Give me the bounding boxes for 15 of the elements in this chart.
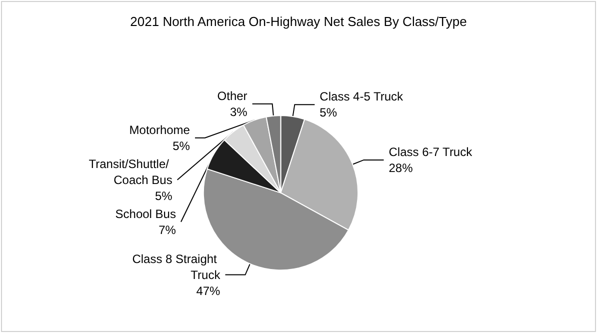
slice-label: Class 8 Straight Truck [132, 252, 222, 282]
slice-label: Motorhome [129, 122, 190, 137]
data-label: 5% [154, 188, 173, 203]
slice-label: Transit/Shuttle/ Coach Bus [88, 156, 172, 187]
slice-label: School Bus [115, 206, 176, 221]
chart-title: 2021 North America On-Highway Net Sales By Class/Type [130, 14, 467, 29]
data-label: 5% [320, 106, 338, 120]
data-label: 3% [230, 104, 248, 119]
slice-label: Class 6-7 Truck [388, 144, 474, 159]
slice-label: Other [217, 88, 248, 103]
data-label: 5% [172, 138, 190, 153]
data-label: 7% [158, 222, 176, 237]
slice-label: Class 4-5 Truck [320, 90, 404, 104]
data-label: 28% [388, 160, 414, 175]
data-label: 47% [196, 284, 221, 298]
